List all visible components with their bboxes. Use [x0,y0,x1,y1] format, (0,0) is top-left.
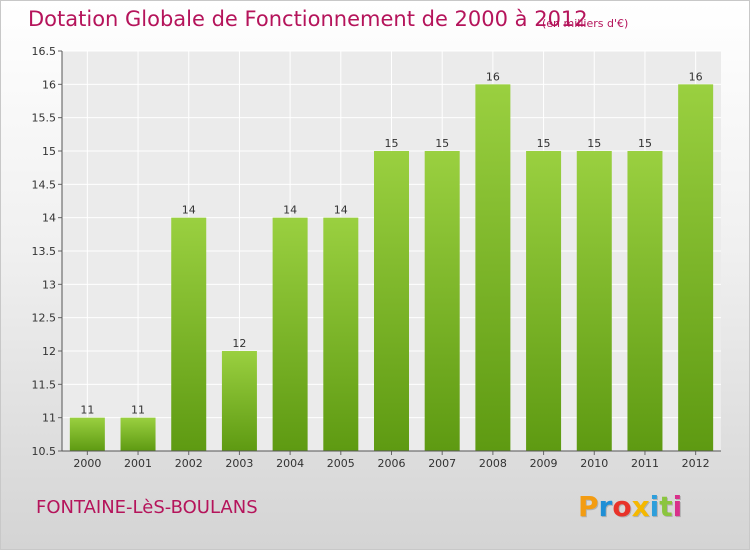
value-label-2010: 15 [587,137,601,150]
value-label-2009: 15 [537,137,551,150]
y-tick-label: 13 [42,278,56,291]
axes: 10.5 11 11.5 12 12.5 13 13.5 14 14.5 15 15.5 16 16.5… [32,45,721,470]
bar-2000 [69,417,105,451]
value-label-2000: 11 [80,404,94,417]
value-label-2004: 14 [283,204,297,217]
x-tick-label: 2009 [530,457,558,470]
bar-2002 [171,217,207,451]
x-tick-label: 2001 [124,457,152,470]
logo-letter: i [672,490,683,523]
y-tick-label: 11 [42,412,56,425]
x-tick-label: 2010 [580,457,608,470]
logo-letter: i [649,490,660,523]
bars: 11 11 14 12 14 14 15 15 16 15 15 15 16 [69,70,714,451]
value-label-2005: 14 [334,204,348,217]
bar-2010 [576,151,612,451]
x-tick-label: 2008 [479,457,507,470]
commune-name: FONTAINE-LèS-BOULANS [36,497,258,518]
value-label-2008: 16 [486,70,500,83]
chart-subtitle: (en milliers d'€) [542,17,629,30]
value-label-2011: 15 [638,137,652,150]
y-tick-label: 16.5 [32,45,57,58]
value-label-2001: 11 [131,404,145,417]
logo-letter: r [598,490,613,523]
y-tick-label: 16 [42,78,56,91]
x-tick-label: 2003 [225,457,253,470]
x-tick-label: 2007 [428,457,456,470]
y-tick-label: 15 [42,145,56,158]
x-tick-label: 2004 [276,457,304,470]
y-tick-label: 15.5 [32,112,57,125]
y-tick-label: 11.5 [32,378,57,391]
logo-letter: t [659,490,673,523]
bar-2001 [120,417,156,451]
bar-2006 [374,151,409,451]
x-tick-label: 2002 [175,457,203,470]
y-tick-label: 12 [42,345,56,358]
x-tick-label: 2011 [631,457,659,470]
bar-2005 [323,217,359,451]
y-tick-label: 10.5 [32,445,57,458]
x-tick-label: 2000 [73,457,101,470]
value-label-2007: 15 [435,137,449,150]
logo-letter: P [578,490,599,523]
logo-letter: o [612,490,632,523]
y-tick-label: 14 [42,212,56,225]
bar-2009 [526,151,562,451]
bar-2004 [272,217,308,451]
y-tick-label: 14.5 [32,178,57,191]
x-tick-label: 2012 [682,457,710,470]
value-label-2003: 12 [232,337,246,350]
value-label-2006: 15 [385,137,399,150]
bar-2012 [678,84,714,451]
value-label-2002: 14 [182,204,196,217]
proxiti-logo: Proxiti [578,490,682,523]
bar-2003 [221,351,257,451]
logo-letter: x [631,490,650,523]
bar-2008 [475,84,511,451]
bar-2007 [424,151,460,451]
y-tick-label: 12.5 [32,312,57,325]
y-tick-label: 13.5 [32,245,57,258]
value-label-2012: 16 [689,70,703,83]
x-tick-label: 2005 [327,457,355,470]
chart-title: Dotation Globale de Fonctionnement de 20… [28,7,588,31]
bar-2011 [627,151,663,451]
x-tick-label: 2006 [378,457,406,470]
